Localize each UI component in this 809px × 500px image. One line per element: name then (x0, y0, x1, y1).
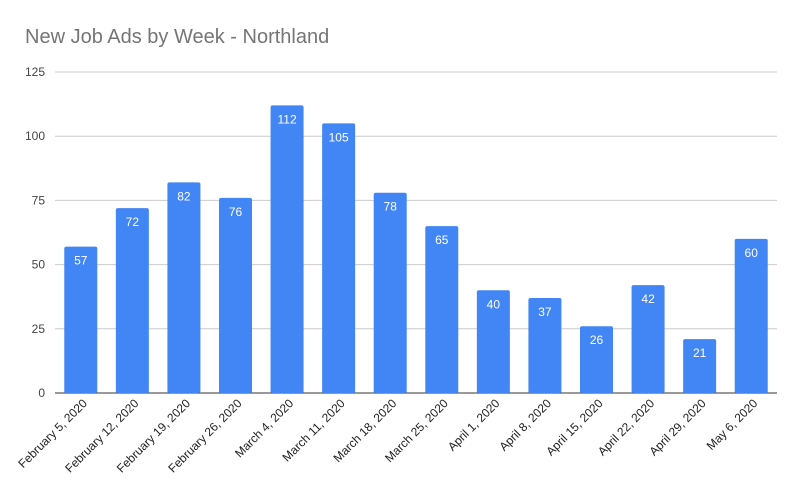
bar-value-label: 60 (745, 246, 759, 260)
bar (579, 326, 614, 393)
bar-value-label: 57 (74, 254, 88, 268)
bar (64, 246, 98, 393)
y-tick-label: 0 (38, 386, 45, 400)
bar (425, 226, 459, 393)
chart-title: New Job Ads by Week - Northland (25, 26, 330, 48)
bar-value-label: 40 (487, 297, 501, 311)
y-axis-ticks: 0 25 50 75 100 125 (25, 65, 45, 400)
bars (64, 105, 768, 394)
bar (528, 297, 562, 393)
bar (167, 182, 201, 393)
bar-value-label: 112 (278, 112, 297, 126)
bar-value-label: 65 (435, 233, 449, 247)
bar-value-label: 72 (126, 215, 140, 229)
bar (631, 285, 665, 393)
bar-value-label: 105 (329, 130, 349, 144)
bar (115, 208, 149, 393)
x-tick-label: April 1, 2020 (445, 396, 503, 454)
bar-value-label: 26 (590, 333, 604, 347)
bar-value-label: 76 (229, 205, 243, 219)
y-tick-label: 125 (25, 65, 45, 79)
bar-value-label: 21 (693, 346, 707, 360)
bar (270, 105, 304, 393)
data-labels: 57 72 82 76 112 105 78 65 40 37 26 42 21 60 (74, 112, 758, 360)
y-tick-label: 50 (32, 258, 46, 272)
bar (734, 238, 768, 393)
bar-value-label: 78 (384, 200, 398, 214)
y-tick-label: 25 (32, 322, 46, 336)
y-tick-label: 100 (25, 129, 45, 143)
x-tick-label: May 6, 2020 (704, 396, 761, 453)
bar-value-label: 42 (641, 292, 655, 306)
bar (683, 339, 717, 393)
gridlines (55, 71, 777, 394)
bar (476, 290, 510, 393)
bar (373, 192, 407, 393)
bar (218, 197, 253, 393)
bar-value-label: 37 (538, 305, 552, 319)
bar (322, 123, 356, 394)
bar-value-label: 82 (177, 189, 191, 203)
y-tick-label: 75 (32, 193, 46, 207)
